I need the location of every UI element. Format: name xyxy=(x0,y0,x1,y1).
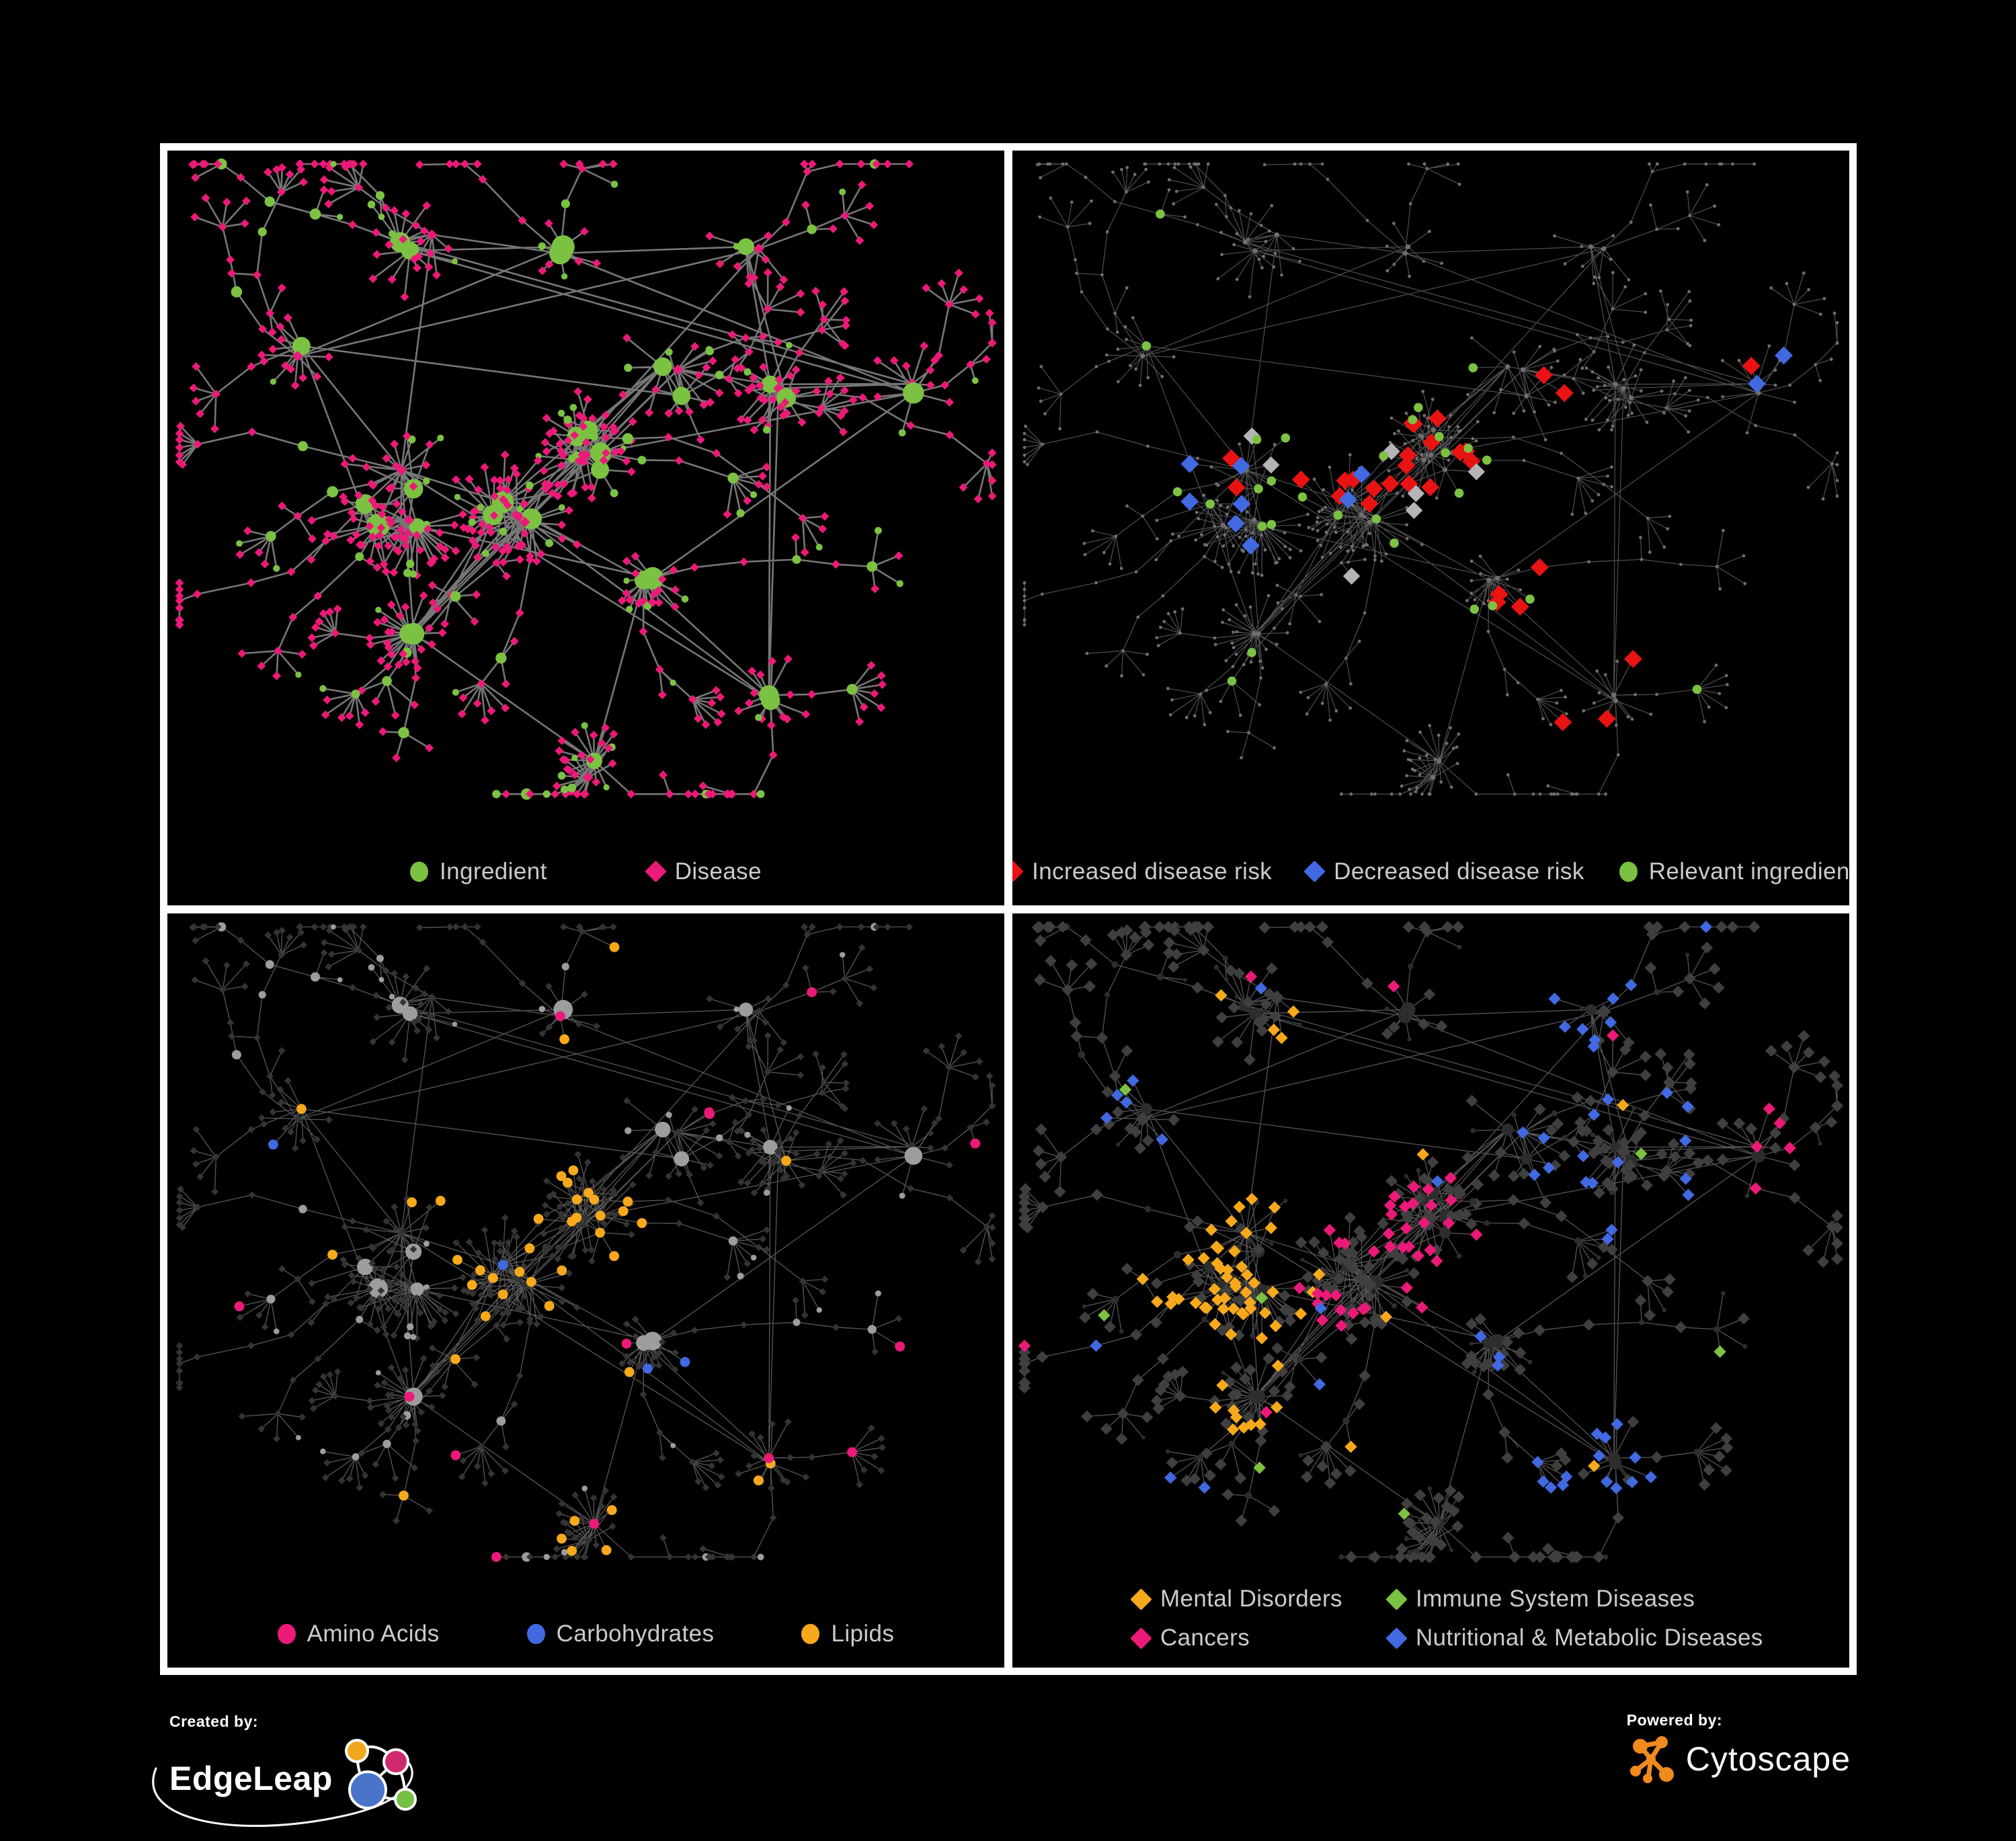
edgeleap-node-magenta xyxy=(382,1748,409,1775)
panel-grid: Ingredient Disease Increased disease risk… xyxy=(160,143,1857,1675)
edgeleap-wordmark: EdgeLeap xyxy=(169,1760,333,1797)
powered-by-label: Powered by: xyxy=(1626,1711,1723,1729)
edgeleap-node-blue xyxy=(348,1770,387,1809)
network-graph-ingredient-disease xyxy=(175,158,997,800)
created-by-label: Created by: xyxy=(169,1713,259,1730)
network-graph-disease-risk xyxy=(1022,162,1839,796)
cytoscape-wordmark: Cytoscape xyxy=(1685,1740,1851,1778)
edgeleap-logo-icon xyxy=(344,1739,417,1811)
cytoscape-credit: Powered by: Cytoscape xyxy=(1627,1711,1851,1785)
panel-disease-classes: Mental Disorders Immune System Diseases Ca… xyxy=(1012,913,1849,1668)
edgeleap-node-orange xyxy=(344,1739,369,1763)
panel-disease-risk: Increased disease risk Decreased disease … xyxy=(1012,151,1849,905)
edgeleap-node-green xyxy=(393,1788,417,1811)
network-graph-ingredient-classes xyxy=(175,922,996,1562)
panel-ingredient-disease: Ingredient Disease xyxy=(167,151,1004,905)
edgeleap-credit: Created by: EdgeLeap xyxy=(152,1713,438,1828)
cytoscape-logo-icon xyxy=(1629,1736,1674,1783)
network-graph-disease-classes xyxy=(1018,920,1843,1563)
panel-ingredient-classes: Amino Acids Carbohydrates Lipids xyxy=(167,913,1004,1668)
